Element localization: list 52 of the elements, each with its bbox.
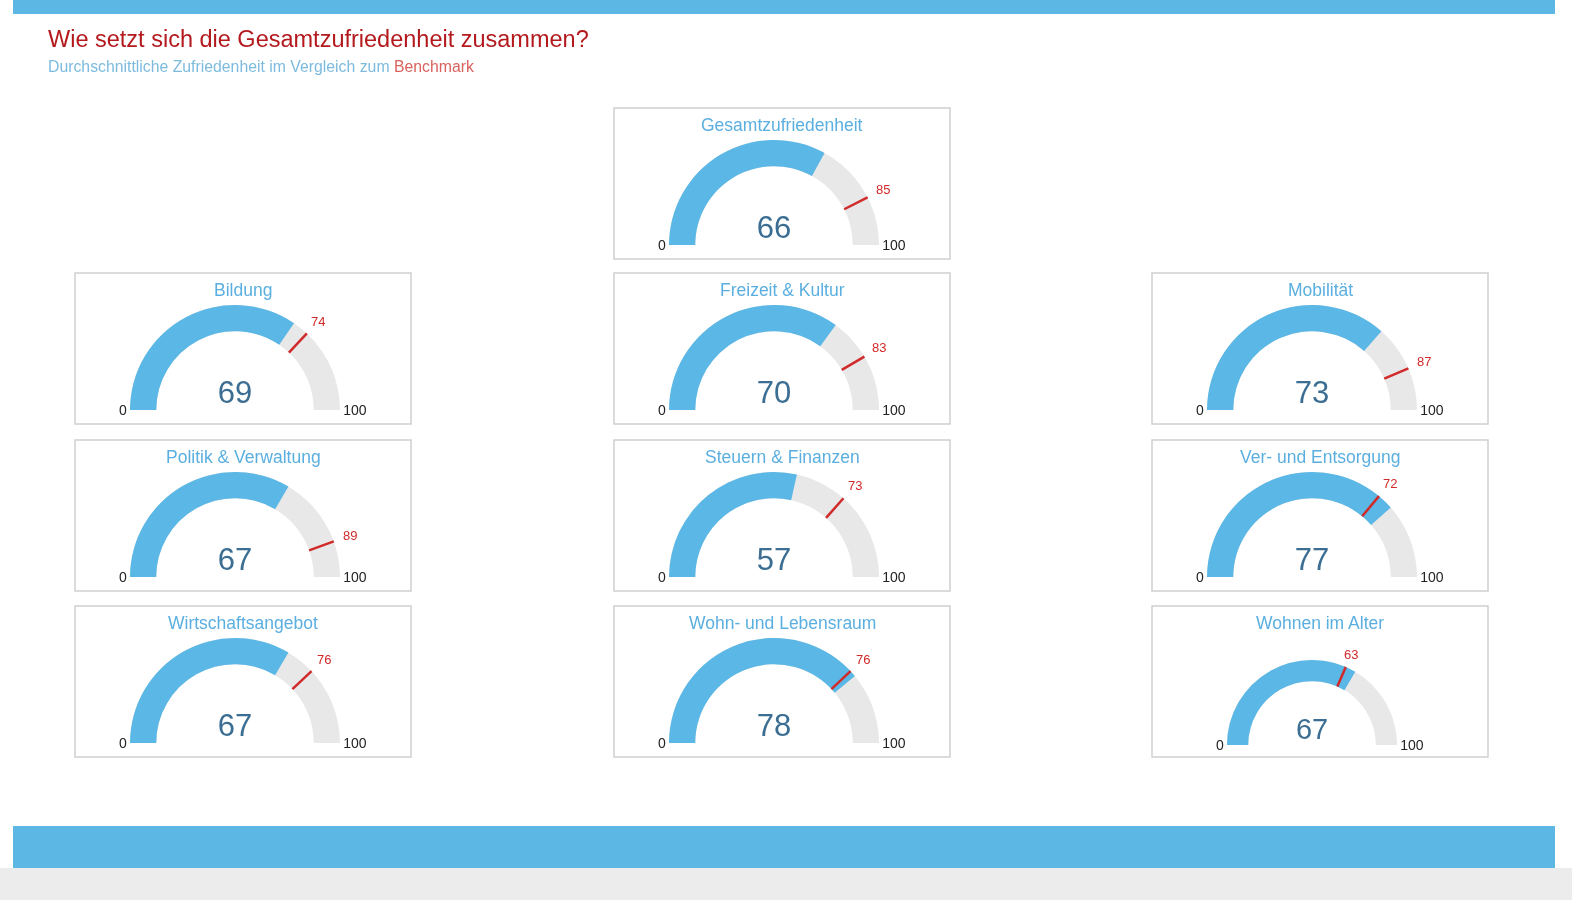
text: Mobilität <box>1288 280 1354 300</box>
data-label: 69 <box>217 375 253 410</box>
text: Wohn- und Lebensraum <box>689 613 877 633</box>
data-label: 73 <box>1294 375 1330 410</box>
text: 0 <box>118 734 127 751</box>
data-label: 57 <box>756 542 792 577</box>
text: Freizeit & Kultur <box>720 280 845 300</box>
data-label: 89 <box>343 528 358 543</box>
text: Wirtschaftsangebot <box>168 613 318 633</box>
data-label: 63 <box>1344 647 1359 662</box>
data-label: 77 <box>1294 542 1330 577</box>
data-label: 66 <box>756 210 792 245</box>
text: 0 <box>657 568 666 585</box>
text: 100 <box>882 236 906 253</box>
text: 0 <box>1195 401 1204 418</box>
text: 100 <box>343 401 367 418</box>
text: Politik & Verwaltung <box>166 447 321 467</box>
text: Wohnen im Alter <box>1256 613 1385 633</box>
text: 0 <box>118 401 127 418</box>
data-label: 73 <box>848 478 863 493</box>
data-label: 78 <box>756 708 792 743</box>
text: 100 <box>1420 568 1444 585</box>
data-label: 83 <box>872 340 887 355</box>
data-label: 76 <box>317 652 332 667</box>
text: Durchschnittliche Zufriedenheit im Vergleich zum Benchmark <box>48 58 474 75</box>
text: 100 <box>882 401 906 418</box>
data-label: 76 <box>856 652 871 667</box>
data-label: 67 <box>217 708 253 743</box>
text: 100 <box>343 568 367 585</box>
data-label: 74 <box>311 314 326 329</box>
text: 0 <box>118 568 127 585</box>
text: 100 <box>343 734 367 751</box>
text: Bildung <box>214 280 273 300</box>
text: 100 <box>1400 736 1424 753</box>
text: 0 <box>657 236 666 253</box>
text: 0 <box>657 401 666 418</box>
text: Gesamtzufriedenheit <box>701 115 863 135</box>
data-label: 67 <box>217 542 253 577</box>
text: Steuern & Finanzen <box>705 447 860 467</box>
data-label: 87 <box>1417 354 1432 369</box>
text: 100 <box>882 568 906 585</box>
text: 0 <box>1215 736 1224 753</box>
text: 100 <box>882 734 906 751</box>
data-label: 70 <box>756 375 792 410</box>
text: 0 <box>1195 568 1204 585</box>
data-label: 72 <box>1383 476 1398 491</box>
text: 100 <box>1420 401 1444 418</box>
text: 0 <box>657 734 666 751</box>
data-label: 85 <box>876 182 891 197</box>
text: Wie setzt sich die Gesamtzufriedenheit zusammen? <box>48 26 589 52</box>
data-label: 67 <box>1295 713 1329 745</box>
text: Ver- und Entsorgung <box>1240 447 1401 467</box>
